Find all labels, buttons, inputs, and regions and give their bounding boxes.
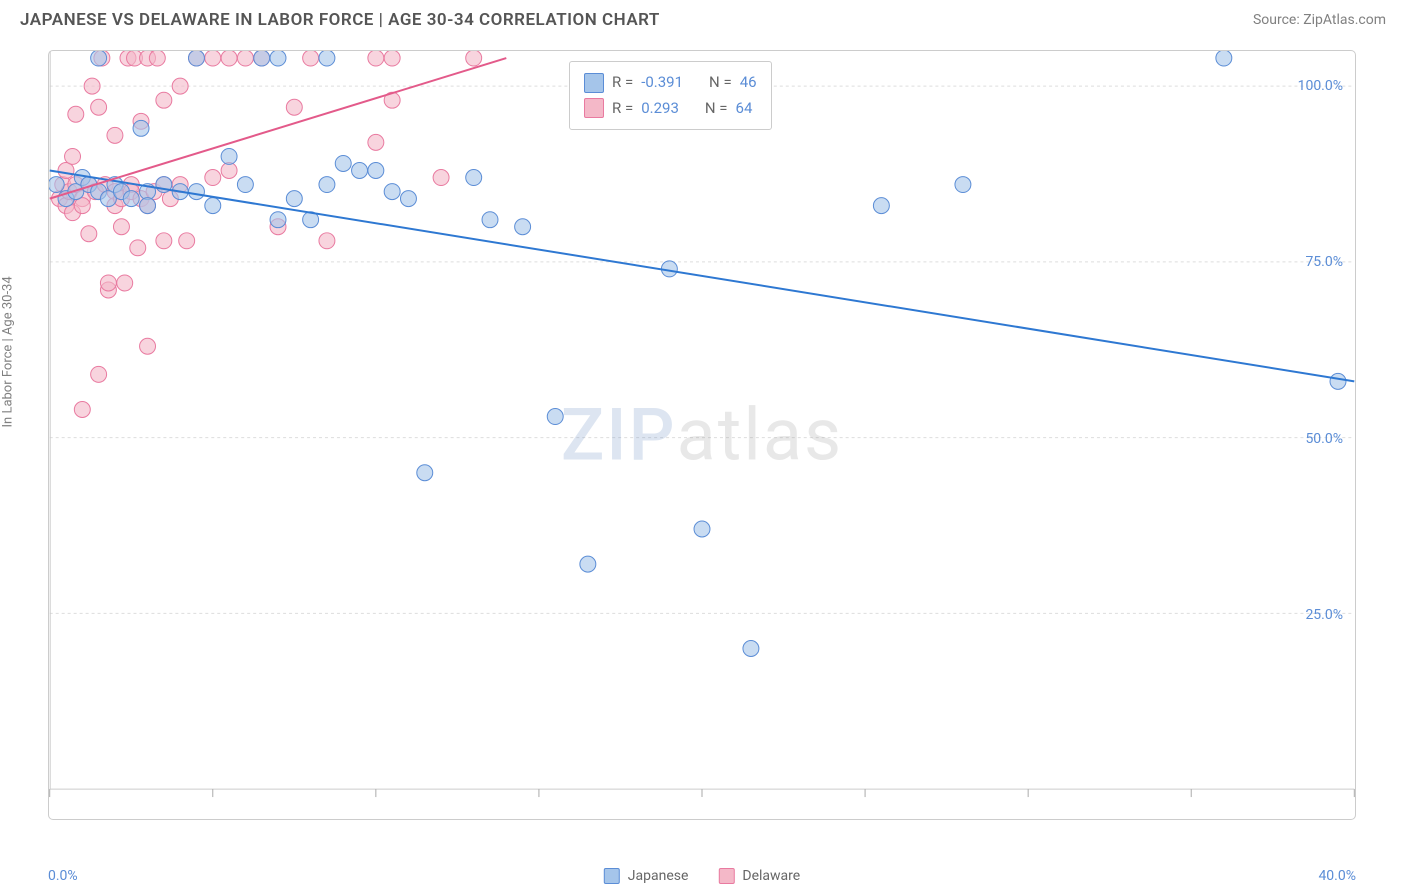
x-axis-max-label: 40.0% <box>1318 868 1356 884</box>
n-label: N = <box>705 96 728 122</box>
legend-item: Delaware <box>718 868 800 884</box>
chart-container: ZIPatlas R =-0.391N =46R =0.293N =64 25.… <box>48 50 1356 820</box>
legend-label: Delaware <box>742 868 800 884</box>
x-axis-min-label: 0.0% <box>48 868 78 884</box>
legend-swatch-icon <box>718 868 734 884</box>
legend-swatch-icon <box>584 98 604 118</box>
legend-label: Japanese <box>628 868 689 884</box>
r-value: 0.293 <box>641 96 679 122</box>
r-label: R = <box>612 70 633 96</box>
y-tick-label: 50.0% <box>1305 431 1343 447</box>
r-label: R = <box>612 96 633 122</box>
scatter-plot <box>49 51 1355 819</box>
chart-title: JAPANESE VS DELAWARE IN LABOR FORCE | AG… <box>20 10 660 30</box>
correlation-stats-box: R =-0.391N =46R =0.293N =64 <box>569 61 772 130</box>
legend-swatch-icon <box>584 73 604 93</box>
y-tick-label: 25.0% <box>1305 607 1343 623</box>
source-attribution: Source: ZipAtlas.com <box>1253 12 1386 28</box>
stats-row: R = -0.391 N = 46 <box>584 70 757 96</box>
legend-swatch-icon <box>604 868 620 884</box>
stats-row: R = 0.293 N = 64 <box>584 96 757 122</box>
legend-item: Japanese <box>604 868 689 884</box>
x-axis-footer: 0.0% Japanese Delaware 40.0% <box>48 868 1356 884</box>
n-label: N = <box>709 70 732 96</box>
series-legend: Japanese Delaware <box>604 868 800 884</box>
y-tick-label: 100.0% <box>1298 78 1343 94</box>
y-tick-label: 75.0% <box>1305 254 1343 270</box>
n-value: 46 <box>740 70 757 96</box>
r-value: -0.391 <box>641 70 683 96</box>
n-value: 64 <box>736 96 753 122</box>
y-axis-label: In Labor Force | Age 30-34 <box>1 276 16 427</box>
